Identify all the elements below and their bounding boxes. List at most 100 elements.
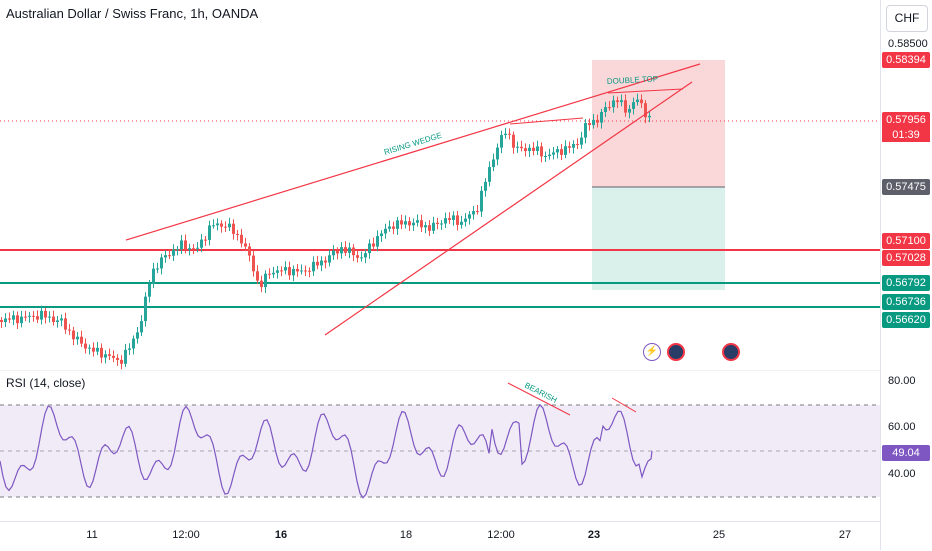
candle-body bbox=[564, 146, 567, 155]
candle-body bbox=[428, 225, 431, 231]
candle-body bbox=[280, 270, 283, 272]
candle-body bbox=[408, 221, 411, 226]
wedge-upper-trendline[interactable] bbox=[125, 63, 701, 241]
bearish-divergence-line-1[interactable] bbox=[507, 382, 571, 416]
candle-body bbox=[372, 243, 375, 247]
candle-body bbox=[116, 357, 119, 360]
candle-body bbox=[272, 272, 275, 275]
candle-body bbox=[48, 316, 51, 318]
rsi-axis-label: 60.00 bbox=[888, 421, 916, 433]
candle-body bbox=[364, 253, 367, 258]
rsi-axis-label: 40.00 bbox=[888, 468, 916, 480]
rsi-value-tag[interactable]: 49.04 bbox=[882, 445, 930, 461]
candle-body bbox=[84, 343, 87, 349]
bearish-label[interactable]: BEARISH bbox=[523, 381, 559, 405]
candle-body bbox=[488, 167, 491, 182]
price-chart[interactable]: RISING WEDGE DOUBLE TOP bbox=[0, 0, 880, 522]
candle-body bbox=[448, 218, 451, 220]
candle-body bbox=[256, 271, 259, 281]
economic-event-icon-2[interactable] bbox=[722, 343, 740, 361]
candle-body bbox=[608, 107, 611, 109]
take-profit-zone[interactable] bbox=[592, 187, 725, 290]
currency-button[interactable]: CHF bbox=[886, 5, 928, 32]
candle-body bbox=[92, 347, 95, 352]
candle-body bbox=[292, 268, 295, 276]
red-level-tag-1[interactable]: 0.57100 bbox=[882, 233, 930, 249]
double-top-line[interactable] bbox=[607, 88, 684, 94]
candle-body bbox=[164, 255, 167, 258]
symbol-title[interactable]: Australian Dollar / Swiss Franc, 1h, OAN… bbox=[6, 6, 259, 21]
candle-body bbox=[392, 226, 395, 229]
candle-body bbox=[492, 159, 495, 168]
candle-body bbox=[524, 148, 527, 152]
candle-body bbox=[264, 273, 267, 288]
candle-body bbox=[104, 354, 107, 358]
candle-body bbox=[516, 146, 519, 148]
bearish-divergence-line-2[interactable] bbox=[611, 397, 637, 413]
candle-body bbox=[480, 190, 483, 212]
green-level-tag-3[interactable]: 0.56620 bbox=[882, 312, 930, 328]
candle-body bbox=[20, 316, 23, 324]
green-level-tag-1[interactable]: 0.56792 bbox=[882, 275, 930, 291]
candle-body bbox=[352, 247, 355, 256]
candle-body bbox=[416, 220, 419, 223]
rsi-pane[interactable]: BEARISH bbox=[0, 370, 880, 520]
candle-body bbox=[312, 261, 315, 272]
candle-body bbox=[304, 270, 307, 272]
time-label: 27 bbox=[838, 529, 852, 541]
rising-wedge-label[interactable]: RISING WEDGE bbox=[383, 131, 443, 157]
candle-body bbox=[76, 336, 79, 340]
time-label: 18 bbox=[399, 529, 413, 541]
candle-body bbox=[204, 239, 207, 241]
candlestick-series bbox=[0, 93, 651, 370]
candle-body bbox=[388, 226, 391, 229]
time-axis[interactable] bbox=[0, 521, 880, 551]
rsi-axis-label: 80.00 bbox=[888, 375, 916, 387]
candle-body bbox=[36, 316, 39, 320]
candle-body bbox=[644, 103, 647, 118]
candle-body bbox=[192, 248, 195, 250]
double-top-label[interactable]: DOUBLE TOP bbox=[607, 74, 659, 86]
candle-body bbox=[508, 133, 511, 135]
red-level-tag-2[interactable]: 0.57028 bbox=[882, 250, 930, 266]
candle-body bbox=[132, 338, 135, 349]
candle-body bbox=[588, 123, 591, 126]
candle-body bbox=[340, 247, 343, 254]
candle-body bbox=[596, 119, 599, 123]
lightning-event-icon[interactable]: ⚡ bbox=[643, 343, 661, 361]
candle-body bbox=[140, 321, 143, 333]
candle-body bbox=[576, 143, 579, 145]
economic-event-icon-1[interactable] bbox=[667, 343, 685, 361]
candle-body bbox=[632, 102, 635, 109]
candle-body bbox=[160, 257, 163, 269]
candle-body bbox=[268, 273, 271, 275]
candle-body bbox=[456, 215, 459, 225]
candle-body bbox=[172, 249, 175, 256]
current-price-tag[interactable]: 0.57956 bbox=[882, 112, 930, 128]
candle-body bbox=[404, 221, 407, 225]
rsi-title[interactable]: RSI (14, close) bbox=[6, 376, 86, 390]
candle-body bbox=[136, 332, 139, 339]
candle-body bbox=[512, 134, 515, 148]
wedge-top-segment[interactable] bbox=[509, 117, 584, 125]
candle-body bbox=[460, 221, 463, 225]
candle-body bbox=[28, 315, 31, 317]
green-level-tag-2[interactable]: 0.56736 bbox=[882, 294, 930, 310]
candle-body bbox=[592, 119, 595, 126]
candle-body bbox=[368, 243, 371, 254]
candle-body bbox=[232, 223, 235, 234]
candle-body bbox=[464, 218, 467, 222]
tp-price-tag[interactable]: 0.58394 bbox=[882, 52, 930, 68]
time-label: 12:00 bbox=[172, 529, 200, 541]
candle-body bbox=[540, 146, 543, 157]
entry-price-tag[interactable]: 0.57475 bbox=[882, 179, 930, 195]
candle-body bbox=[300, 270, 303, 272]
candle-body bbox=[548, 154, 551, 157]
candle-body bbox=[176, 249, 179, 251]
candle-body bbox=[196, 247, 199, 249]
stop-loss-zone[interactable] bbox=[592, 60, 725, 187]
wedge-lower-trendline[interactable] bbox=[324, 81, 693, 336]
candle-body bbox=[436, 222, 439, 224]
candle-body bbox=[328, 255, 331, 263]
candle-body bbox=[504, 133, 507, 136]
